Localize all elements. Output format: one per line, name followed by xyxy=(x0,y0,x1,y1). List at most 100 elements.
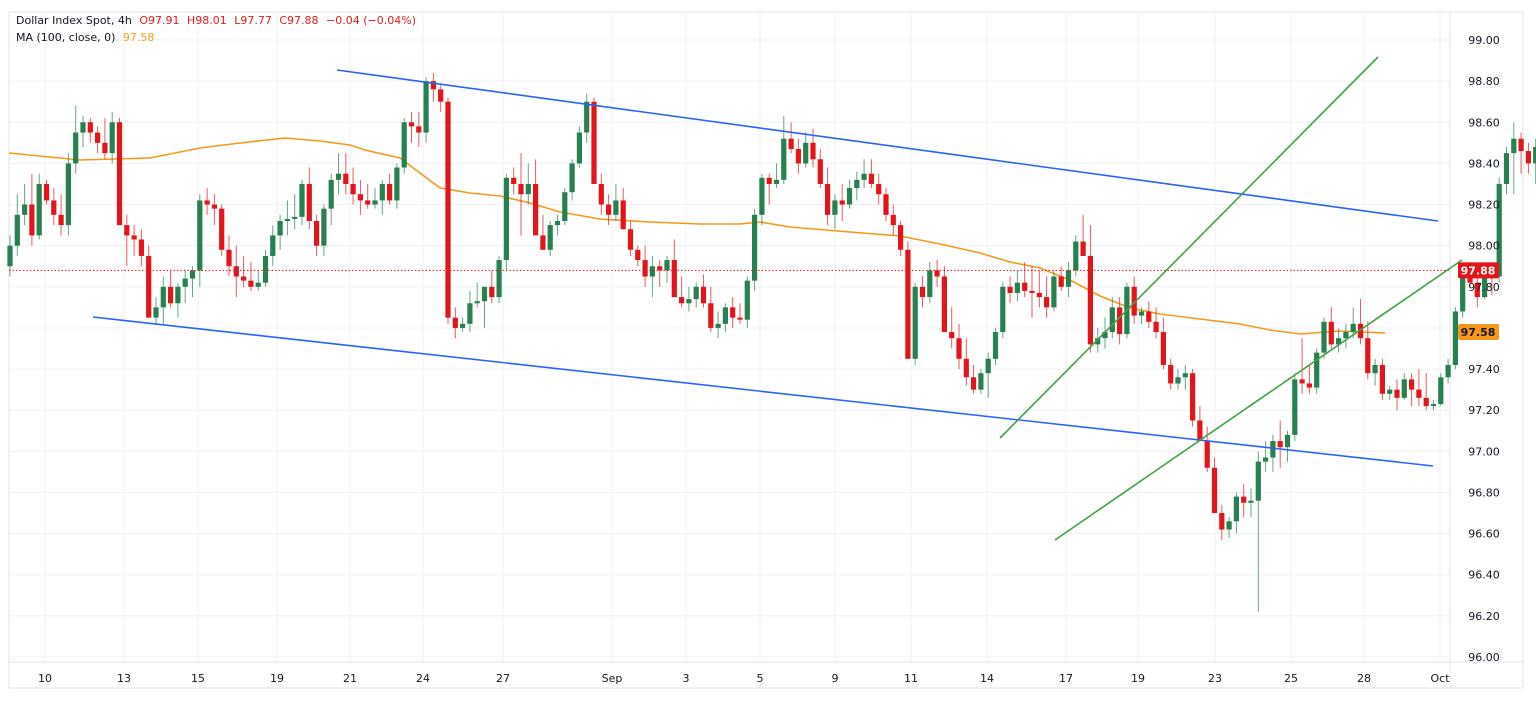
price-tick-label: 97.00 xyxy=(1468,445,1500,458)
candle xyxy=(1138,307,1145,324)
candle xyxy=(1314,348,1320,394)
candle xyxy=(817,149,823,189)
candle xyxy=(518,153,524,236)
candle xyxy=(175,282,181,318)
candle xyxy=(1175,369,1181,390)
time-tick-label: 25 xyxy=(1284,672,1298,685)
candle xyxy=(1445,358,1451,384)
price-tick-label: 98.00 xyxy=(1468,240,1500,253)
time-tick-label: 9 xyxy=(832,672,839,685)
candle xyxy=(1321,317,1327,359)
ma-label[interactable]: MA (100, close, 0) xyxy=(16,31,116,44)
candle xyxy=(1379,358,1385,400)
time-tick-label: 10 xyxy=(38,672,52,685)
candle xyxy=(861,159,867,189)
candle xyxy=(394,163,400,209)
price-tick-label: 96.00 xyxy=(1468,651,1500,664)
ma-price-badge-text: 97.58 xyxy=(1461,326,1496,339)
candle xyxy=(1255,451,1261,612)
candle xyxy=(803,132,809,168)
channel-lower-trendline[interactable] xyxy=(92,316,1434,467)
candle xyxy=(445,97,451,324)
candle xyxy=(1080,214,1086,256)
candle xyxy=(292,194,298,230)
time-axis[interactable]: 10 13 15 19 21 24 27 Sep 3 5 9 11 14 17 19 23 25 28 Oct xyxy=(38,672,1450,685)
candle xyxy=(606,194,612,226)
candle xyxy=(65,153,71,236)
low-value: L97.77 xyxy=(234,14,272,27)
time-tick-label: 19 xyxy=(270,672,284,685)
candle xyxy=(1014,270,1020,302)
candle xyxy=(241,255,247,287)
last-price-badge xyxy=(1458,262,1499,279)
candle xyxy=(87,118,93,143)
candle xyxy=(423,77,429,143)
candle xyxy=(1525,142,1531,174)
candle xyxy=(1211,457,1218,514)
candle xyxy=(270,225,276,267)
candle xyxy=(211,194,217,226)
candle xyxy=(1328,307,1334,349)
ma-price-badge xyxy=(1458,324,1499,341)
drawn-trendlines[interactable] xyxy=(9,56,1463,541)
candle xyxy=(277,214,283,250)
candle xyxy=(1409,373,1415,407)
candle xyxy=(1036,270,1042,308)
candle xyxy=(825,167,831,226)
change-value: −0.04 (−0.04%) xyxy=(326,14,416,27)
candle xyxy=(335,153,342,195)
candle xyxy=(1423,373,1429,411)
candle xyxy=(314,214,320,256)
candle xyxy=(138,229,144,267)
candle xyxy=(992,327,999,365)
channel-upper-trendline[interactable] xyxy=(336,69,1439,222)
candle xyxy=(963,338,969,386)
candle xyxy=(1109,297,1115,339)
candle xyxy=(1160,317,1166,370)
candle xyxy=(686,286,692,312)
candle xyxy=(1263,441,1269,472)
candle xyxy=(912,282,918,365)
ma-legend-row: MA (100, close, 0) 97.58 xyxy=(16,29,420,46)
time-tick-label: 27 xyxy=(496,672,510,685)
candle xyxy=(1241,484,1247,518)
candle xyxy=(153,297,159,324)
candle xyxy=(489,270,495,304)
candle xyxy=(1518,132,1524,174)
candle xyxy=(350,167,356,205)
candle xyxy=(29,173,35,246)
time-tick-label: 28 xyxy=(1357,672,1371,685)
price-axis[interactable]: 99.0098.8098.6098.4098.2098.0097.8097.60… xyxy=(1458,34,1500,664)
price-tick-label: 98.40 xyxy=(1468,157,1500,170)
candle xyxy=(1496,177,1502,283)
rising-upper-trendline[interactable] xyxy=(999,56,1379,439)
candle xyxy=(430,72,436,102)
candle xyxy=(168,270,174,308)
candle xyxy=(1146,301,1152,328)
candle xyxy=(1394,379,1400,411)
time-tick-label: 14 xyxy=(980,672,994,685)
candle xyxy=(649,255,655,298)
candle xyxy=(795,138,801,174)
candle xyxy=(781,116,787,184)
time-tick-label: Sep xyxy=(602,672,623,685)
candle xyxy=(321,204,327,256)
rising-lower-trendline[interactable] xyxy=(1054,259,1463,541)
high-value: H98.01 xyxy=(186,14,227,27)
symbol-title[interactable]: Dollar Index Spot, 4h xyxy=(16,14,132,27)
price-tick-label: 96.60 xyxy=(1468,528,1500,541)
candle xyxy=(73,105,79,174)
candle xyxy=(927,262,933,304)
candle xyxy=(1131,276,1137,324)
candle xyxy=(1292,373,1298,442)
candle xyxy=(1182,364,1188,390)
candle xyxy=(1248,488,1254,518)
price-tick-label: 96.20 xyxy=(1468,610,1500,623)
candle xyxy=(985,352,991,398)
candle xyxy=(1277,420,1283,468)
candle xyxy=(569,159,575,201)
candle xyxy=(365,183,371,209)
price-tick-label: 98.60 xyxy=(1468,116,1500,129)
